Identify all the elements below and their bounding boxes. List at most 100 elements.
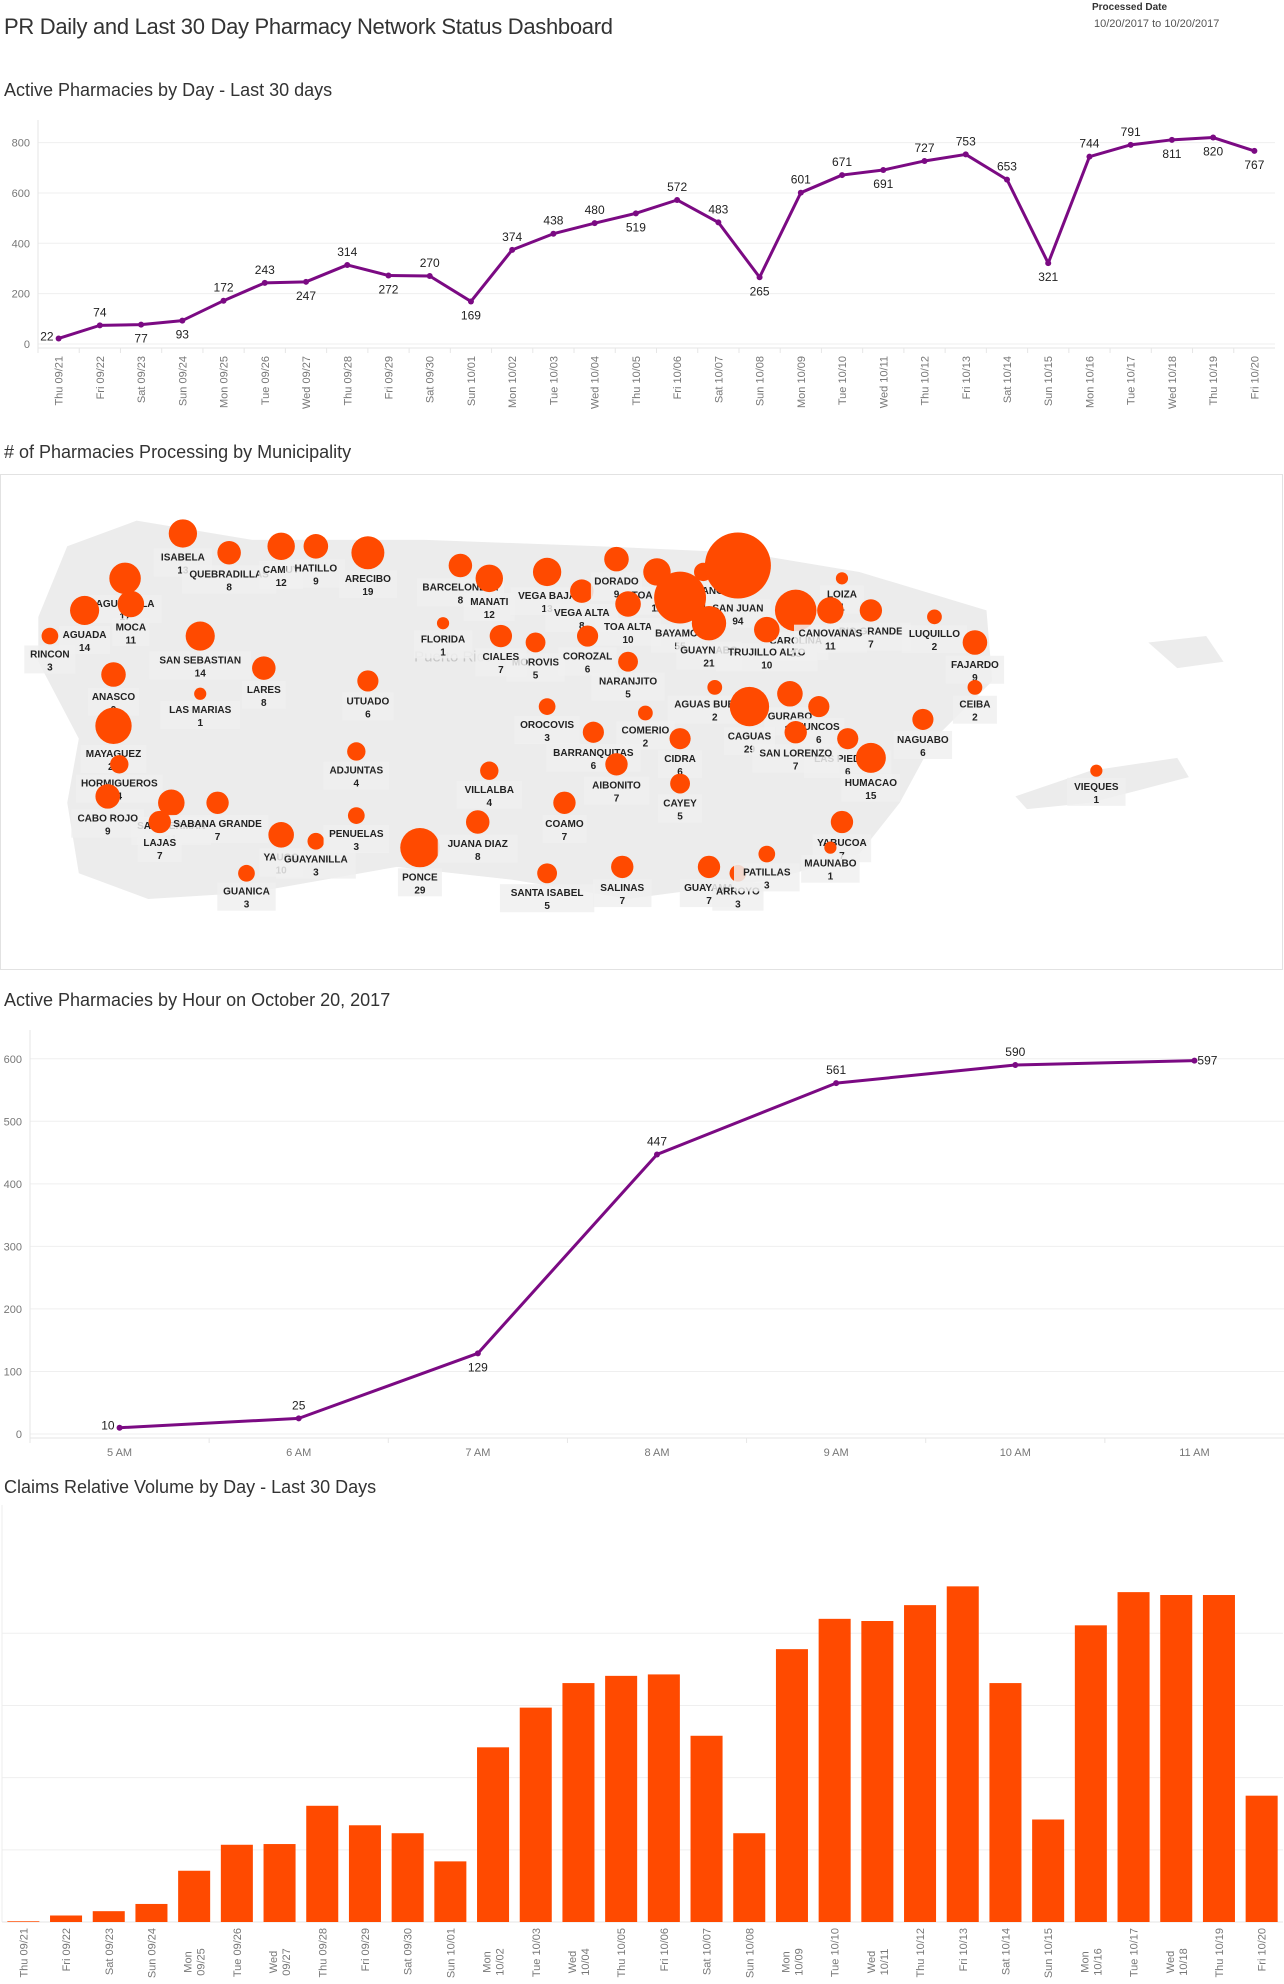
data-point[interactable] (220, 297, 227, 304)
municipality-marker[interactable]: CAGUAS 29 (723, 686, 776, 756)
municipality-marker[interactable]: MAUNABO 1 (801, 841, 860, 883)
bubble[interactable] (962, 630, 988, 655)
bubble[interactable] (267, 532, 295, 561)
data-point[interactable] (261, 279, 268, 286)
bubble[interactable] (605, 753, 628, 776)
bubble[interactable] (465, 810, 490, 834)
municipality-marker[interactable]: PONCE 29 (397, 827, 442, 897)
bubble[interactable] (400, 827, 440, 868)
municipality-marker[interactable]: COROZAL 6 (558, 625, 617, 676)
municipality-marker[interactable]: UTUADO 6 (342, 670, 394, 721)
data-point[interactable] (1191, 1057, 1198, 1064)
municipality-marker[interactable]: ARECIBO 19 (338, 536, 398, 599)
municipality-marker[interactable]: CIDRA 6 (658, 728, 703, 779)
bubble[interactable] (830, 810, 854, 834)
municipality-marker[interactable]: LARES 8 (241, 656, 286, 709)
daily-line-chart[interactable]: 0 200 400 600 800 Thu 09/21 Fri 09/22 Sat 09/23… (0, 110, 1284, 430)
bar[interactable] (1074, 1625, 1107, 1922)
municipality-marker[interactable]: GUAYANILLA 3 (275, 832, 356, 879)
bar[interactable] (434, 1861, 467, 1922)
data-point[interactable] (550, 230, 557, 237)
bubble[interactable] (967, 679, 983, 695)
municipality-marker[interactable]: SANTA ISABEL 5 (499, 863, 595, 913)
bar[interactable] (1032, 1819, 1065, 1922)
data-point[interactable] (509, 246, 516, 253)
data-point[interactable] (833, 1080, 840, 1087)
municipality-marker[interactable]: MAYAGUEZ24 (80, 707, 147, 773)
bubble[interactable] (784, 721, 807, 744)
bubble[interactable] (238, 864, 255, 882)
bubble[interactable] (303, 534, 329, 559)
bar[interactable] (605, 1675, 638, 1922)
data-point[interactable] (303, 278, 310, 285)
municipality-marker[interactable]: GUANICA 3 (217, 864, 276, 911)
bubble[interactable] (774, 589, 817, 632)
bubble[interactable] (697, 855, 721, 879)
bar[interactable] (519, 1707, 552, 1922)
data-point[interactable] (962, 151, 969, 158)
data-point[interactable] (55, 335, 62, 342)
bubble[interactable] (691, 606, 727, 641)
data-point[interactable] (1003, 176, 1010, 183)
bubble[interactable] (729, 686, 770, 727)
bar[interactable] (263, 1844, 296, 1922)
municipality-marker[interactable]: LAS MARIAS 1 (160, 687, 241, 729)
municipality-marker[interactable]: LAJAS 7 (137, 810, 182, 863)
bar[interactable] (562, 1683, 595, 1922)
bubble[interactable] (758, 845, 776, 863)
data-point[interactable] (756, 274, 763, 281)
bubble[interactable] (582, 721, 604, 743)
municipality-marker[interactable]: VIEQUES 1 (1067, 764, 1126, 806)
data-point[interactable] (1045, 260, 1052, 267)
bubble[interactable] (347, 742, 366, 761)
bubble[interactable] (41, 627, 59, 645)
municipality-marker[interactable]: CANOVANAS 11 (793, 597, 867, 653)
bar[interactable] (1117, 1592, 1150, 1922)
bubble[interactable] (448, 553, 473, 578)
data-point[interactable] (426, 273, 433, 280)
bar[interactable] (818, 1618, 851, 1922)
bar[interactable] (391, 1833, 424, 1922)
bubble[interactable] (148, 810, 171, 834)
bar[interactable] (690, 1735, 723, 1922)
bubble[interactable] (475, 564, 504, 593)
municipality-map[interactable]: Puerto RicoAGUADILLA17ISABELA13QUEBRADIL… (0, 474, 1283, 970)
data-point[interactable] (179, 317, 186, 324)
municipality-marker[interactable]: TOA ALTA 10 (595, 591, 661, 646)
bubble[interactable] (618, 651, 638, 672)
data-point[interactable] (1127, 141, 1134, 148)
bubble[interactable] (252, 656, 276, 680)
bar[interactable] (775, 1649, 808, 1922)
data-point[interactable] (591, 220, 598, 227)
data-point[interactable] (385, 272, 392, 279)
bubble[interactable] (704, 532, 771, 599)
data-point[interactable] (921, 157, 928, 164)
bubble[interactable] (95, 784, 121, 809)
data-point[interactable] (96, 322, 103, 329)
bubble[interactable] (95, 707, 132, 744)
bubble[interactable] (357, 670, 379, 692)
municipality-marker[interactable]: PATILLAS 3 (734, 845, 800, 892)
bubble[interactable] (855, 742, 886, 773)
data-point[interactable] (632, 210, 639, 217)
bubble[interactable] (117, 590, 145, 618)
bubble[interactable] (615, 591, 641, 617)
bubble[interactable] (538, 698, 556, 715)
municipality-marker[interactable]: CABO ROJO 9 (71, 784, 145, 838)
bubble[interactable] (217, 540, 241, 565)
bubble[interactable] (532, 557, 562, 587)
bubble[interactable] (194, 687, 207, 700)
bubble[interactable] (268, 822, 294, 848)
bubble[interactable] (754, 616, 780, 643)
bubble[interactable] (912, 708, 934, 730)
municipality-marker[interactable]: FAJARDO 9 (945, 630, 1005, 684)
bar[interactable] (7, 1921, 40, 1922)
bubble[interactable] (604, 546, 629, 572)
municipality-marker[interactable]: CIALES 7 (475, 624, 527, 677)
bar[interactable] (306, 1805, 339, 1922)
data-point[interactable] (797, 189, 804, 196)
bar[interactable] (1202, 1595, 1235, 1922)
municipality-marker[interactable]: RINCON 3 (24, 627, 76, 674)
bubble[interactable] (307, 832, 325, 850)
bubble[interactable] (489, 624, 513, 648)
